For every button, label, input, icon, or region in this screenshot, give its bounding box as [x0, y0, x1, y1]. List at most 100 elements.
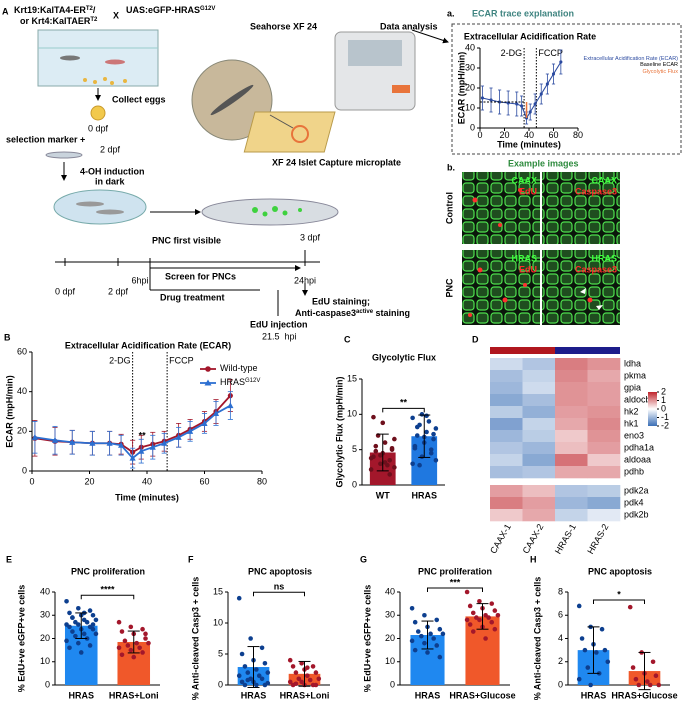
y-tick-label: 40 [17, 386, 27, 396]
point [227, 402, 234, 409]
panel-label: E [6, 554, 12, 564]
y-tick-label: 6 [558, 610, 563, 620]
data-point [259, 645, 265, 651]
x-axis-label: Time (minutes) [115, 492, 179, 502]
data-point [428, 447, 434, 452]
panel-label: H [530, 554, 537, 564]
data-point [316, 676, 322, 682]
data-point [143, 636, 148, 641]
point [520, 104, 524, 108]
data-point [116, 645, 122, 651]
heatmap-cell [490, 406, 523, 419]
timeline-label: 0 dpf [55, 286, 76, 296]
column-label: HRAS-1 [553, 522, 578, 556]
y-tick-label: 20 [40, 633, 50, 643]
data-point [410, 415, 415, 421]
data-point [239, 651, 245, 657]
device-screen [348, 40, 402, 66]
heatmap-cell [587, 485, 621, 498]
heatmap-cell [555, 406, 588, 419]
tile-label: CAAX [511, 175, 537, 185]
column-label: CAAX-1 [488, 522, 513, 555]
colorbar-label: 2 [661, 386, 666, 396]
data-point [409, 605, 415, 611]
fish-icon [105, 59, 125, 65]
gene-label: hk2 [624, 406, 639, 416]
legend-marker [205, 366, 211, 372]
gene-label: pdhb [624, 466, 644, 476]
data-point [90, 622, 96, 627]
heatmap-cell [587, 370, 621, 383]
data-point [287, 657, 293, 663]
point [533, 102, 537, 106]
step-label: Collect eggs [112, 94, 166, 104]
data-point [265, 670, 271, 675]
data-point [483, 636, 488, 641]
heatmap-cell [490, 509, 523, 522]
chart-title: Glycolytic Flux [372, 352, 436, 362]
step-label: 4-OH induction [80, 166, 145, 176]
legend-entry: Extracellular Acidification Rate (ECAR) [583, 56, 678, 62]
y-tick-label: 4 [558, 633, 563, 643]
data-point [605, 659, 611, 665]
data-point [299, 679, 304, 685]
data-point [67, 610, 72, 616]
heatmap-cell [522, 370, 556, 383]
significance: **** [100, 585, 115, 595]
age-label: 2 dpf [100, 144, 121, 154]
legend-name: Wild-type [220, 363, 258, 373]
significance: * [617, 589, 621, 599]
chart-title: PNC apoptosis [248, 566, 312, 576]
point [539, 92, 543, 96]
legend-label: Wild-type [220, 363, 258, 373]
heatmap-cell [522, 406, 556, 419]
y-tick-label: 30 [40, 610, 50, 620]
heatmap-cell [555, 442, 588, 455]
data-point [412, 647, 418, 653]
step-label: XF 24 Islet Capture microplate [272, 157, 401, 167]
significance: *** [450, 577, 461, 587]
x-tick-label: 60 [548, 130, 558, 140]
row-label: PNC [444, 278, 454, 298]
tile-label: EdU [519, 186, 537, 196]
panel-label: C [344, 334, 351, 344]
y-axis-label: % Anti-cleaved Casp3 + cells [532, 577, 542, 700]
legend: Extracellular Acidification Rate (ECAR)B… [583, 56, 678, 75]
superscript: T2 [86, 6, 94, 12]
data-point [387, 472, 393, 477]
data-point [579, 636, 585, 641]
point [69, 438, 76, 445]
data-point [489, 619, 495, 625]
gene-label: aldocb [624, 394, 651, 404]
heatmap-cell [555, 509, 588, 522]
tile-label: HRAS [511, 253, 537, 263]
genotype: Krt19:KalTA4-ERT2/ [14, 5, 96, 15]
timeline-step: Drug treatment [160, 292, 225, 302]
data-point [290, 664, 296, 669]
y-tick-label: 5 [218, 648, 223, 658]
column-label: HRAS-2 [585, 522, 610, 556]
data-point [242, 664, 248, 669]
point [551, 72, 556, 76]
y-axis-label: % EdU+ve eGFP+ve cells [16, 585, 26, 693]
panel-label: A [2, 6, 9, 16]
gene-label: hk1 [624, 418, 639, 428]
pnc-cells [252, 206, 302, 217]
data-point [78, 650, 84, 655]
data-point [437, 626, 443, 632]
data-point [467, 603, 473, 609]
heatmap-cell [490, 430, 523, 443]
point [138, 447, 145, 454]
data-point [64, 638, 69, 644]
data-point [477, 599, 482, 604]
point [498, 100, 502, 104]
significance: ** [139, 431, 147, 441]
timeline-label: 2 dpf [108, 286, 129, 296]
data-point [585, 665, 591, 670]
x-tick-label: HRAS+Glucose [449, 690, 515, 700]
data-point [137, 645, 142, 651]
point [515, 102, 519, 106]
text-run: Anti-caspase3 [295, 308, 356, 318]
data-point [373, 443, 379, 449]
